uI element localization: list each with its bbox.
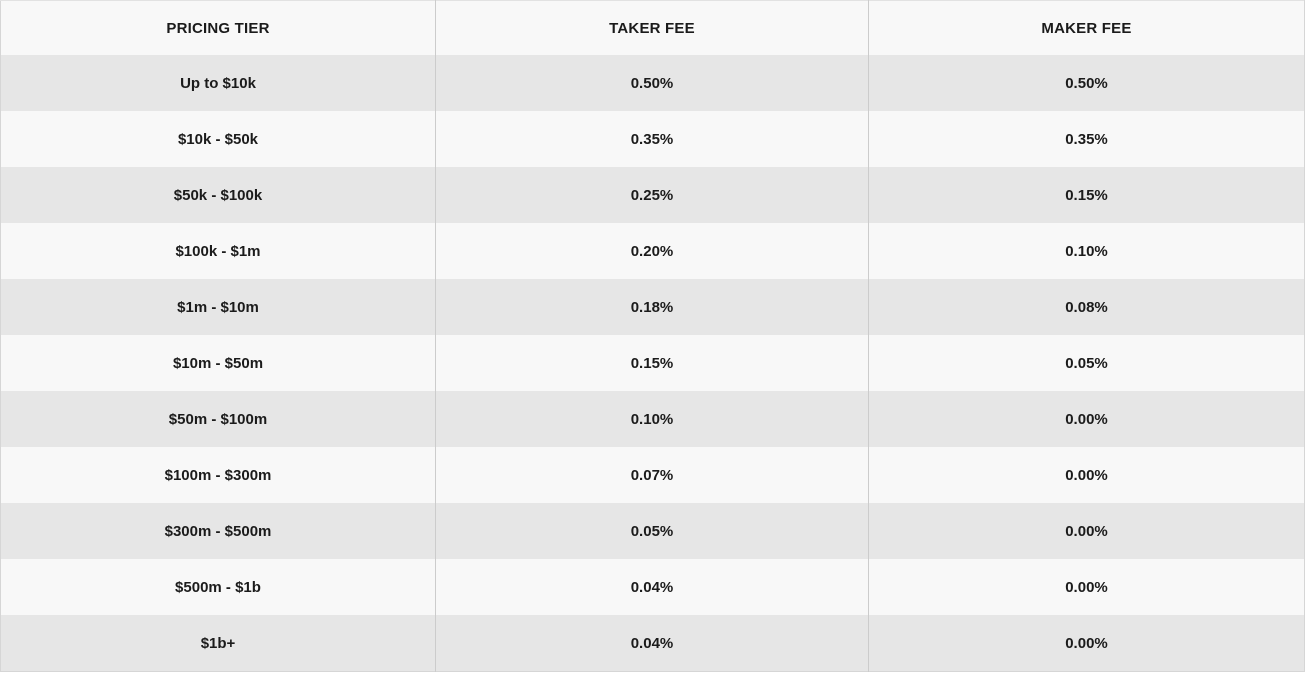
tier-cell: $1m - $10m bbox=[177, 298, 259, 316]
tier-cell: $300m - $500m bbox=[164, 522, 272, 540]
maker-cell: 0.50% bbox=[868, 55, 1305, 111]
maker-cell: 0.00% bbox=[868, 503, 1305, 559]
table-row: $10k - $50k 0.35% 0.35% bbox=[0, 111, 1305, 167]
header-row: PRICING TIER TAKER FEE MAKER FEE bbox=[0, 0, 1305, 55]
taker-cell: 0.04% bbox=[435, 559, 869, 615]
maker-cell: 0.00% bbox=[868, 559, 1305, 615]
fee-table-header: PRICING TIER TAKER FEE MAKER FEE bbox=[0, 0, 1305, 55]
maker-cell: 0.05% bbox=[868, 335, 1305, 391]
taker-cell: 0.05% bbox=[435, 503, 869, 559]
taker-cell: 0.07% bbox=[435, 447, 869, 503]
table-row: $300m - $500m 0.05% 0.00% bbox=[0, 503, 1305, 559]
taker-cell: 0.20% bbox=[435, 223, 869, 279]
tier-cell: $10m - $50m bbox=[172, 354, 264, 372]
maker-cell: 0.10% bbox=[868, 223, 1305, 279]
table-row: $1b+ 0.04% 0.00% bbox=[0, 615, 1305, 672]
table-row: $10m - $50m 0.15% 0.05% bbox=[0, 335, 1305, 391]
taker-cell: 0.15% bbox=[435, 335, 869, 391]
maker-cell: 0.00% bbox=[868, 391, 1305, 447]
taker-cell: 0.04% bbox=[435, 615, 869, 672]
tier-cell: $100m - $300m bbox=[164, 466, 272, 484]
table-row: $100k - $1m 0.20% 0.10% bbox=[0, 223, 1305, 279]
tier-cell: Up to $10k bbox=[180, 74, 256, 92]
column-header-maker-fee: MAKER FEE bbox=[868, 0, 1305, 55]
tier-cell: $100k - $1m bbox=[175, 242, 261, 260]
maker-cell: 0.00% bbox=[868, 447, 1305, 503]
tier-cell: $1b+ bbox=[200, 634, 236, 652]
taker-cell: 0.10% bbox=[435, 391, 869, 447]
maker-cell: 0.15% bbox=[868, 167, 1305, 223]
taker-cell: 0.50% bbox=[435, 55, 869, 111]
table-row: $100m - $300m 0.07% 0.00% bbox=[0, 447, 1305, 503]
taker-cell: 0.25% bbox=[435, 167, 869, 223]
column-header-taker-fee: TAKER FEE bbox=[435, 0, 869, 55]
table-row: $500m - $1b 0.04% 0.00% bbox=[0, 559, 1305, 615]
fee-table-body: Up to $10k 0.50% 0.50% $10k - $50k 0.35% 0.35… bbox=[0, 55, 1305, 672]
column-header-pricing-tier: PRICING TIER bbox=[0, 0, 436, 55]
maker-cell: 0.35% bbox=[868, 111, 1305, 167]
maker-cell: 0.00% bbox=[868, 615, 1305, 672]
taker-cell: 0.18% bbox=[435, 279, 869, 335]
taker-cell: 0.35% bbox=[435, 111, 869, 167]
tier-cell: $500m - $1b bbox=[175, 578, 261, 596]
tier-cell: $50k - $100k bbox=[173, 186, 263, 204]
table-row: Up to $10k 0.50% 0.50% bbox=[0, 55, 1305, 111]
table-row: $1m - $10m 0.18% 0.08% bbox=[0, 279, 1305, 335]
tier-cell: $50m - $100m bbox=[168, 410, 268, 428]
table-row: $50k - $100k 0.25% 0.15% bbox=[0, 167, 1305, 223]
tier-cell: $10k - $50k bbox=[177, 130, 259, 148]
table-row: $50m - $100m 0.10% 0.00% bbox=[0, 391, 1305, 447]
maker-cell: 0.08% bbox=[868, 279, 1305, 335]
